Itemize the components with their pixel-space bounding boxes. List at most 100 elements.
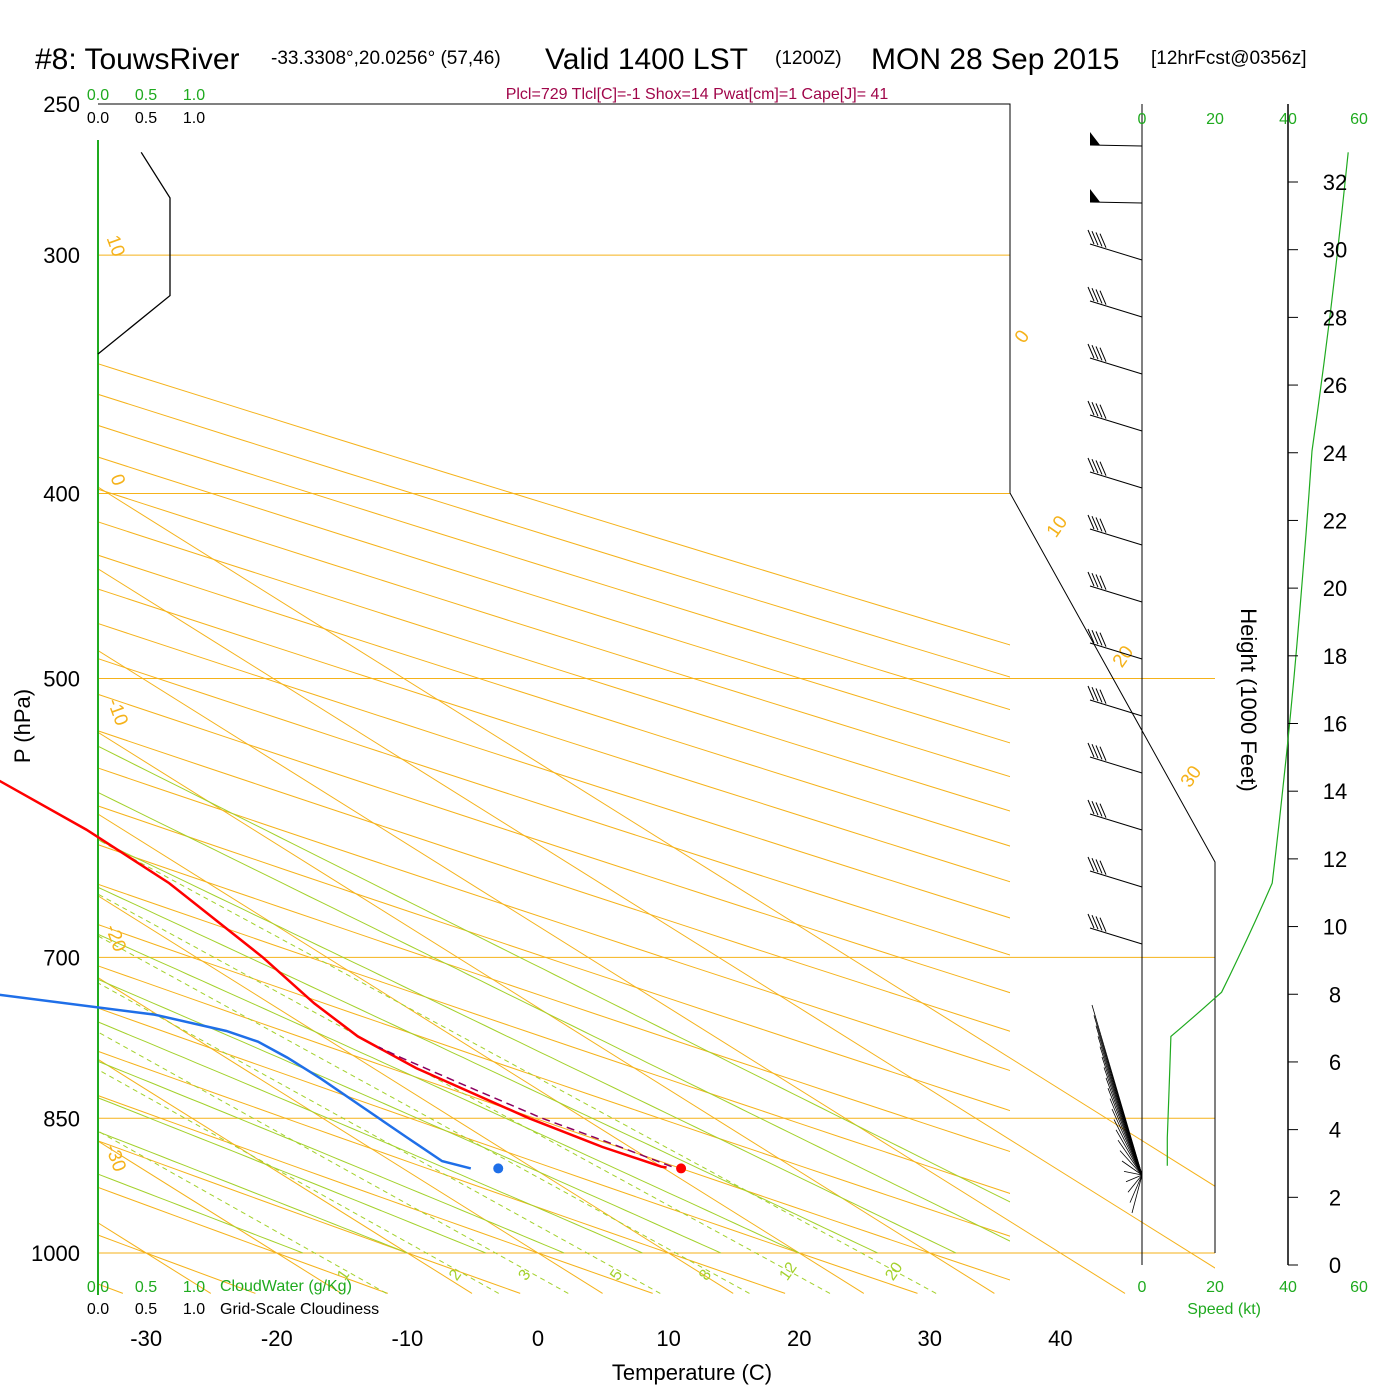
dewpoint-line (0, 993, 472, 1170)
height-tick-label: 14 (1323, 779, 1347, 804)
mixing-ratio-line (98, 1069, 499, 1294)
wind-barb-feather (1095, 631, 1103, 646)
svg-text:20: 20 (1206, 111, 1224, 128)
height-tick-label: 22 (1323, 508, 1347, 533)
surface-temperature-dot (676, 1163, 687, 1174)
height-tick-label: 16 (1323, 712, 1347, 737)
dry-adiabat (98, 393, 1010, 678)
pressure-tick-label: 500 (43, 667, 80, 692)
valid-time: Valid 1400 LST (545, 43, 748, 76)
forecast-info: [12hrFcst@0356z] (1151, 48, 1307, 69)
svg-text:60: 60 (1350, 1279, 1368, 1296)
svg-text:0.0: 0.0 (87, 1301, 109, 1318)
wind-barb-feather (1087, 685, 1095, 701)
pressure-tick-label: 250 (43, 92, 80, 117)
pressure-tick-label: 300 (43, 243, 80, 268)
moist-adiabat (98, 1131, 408, 1254)
wind-barb (1129, 1174, 1143, 1203)
svg-text:0: 0 (1138, 1279, 1147, 1296)
height-tick-label: 24 (1323, 441, 1347, 466)
height-axis-title: Height (1000 Feet) (1236, 608, 1261, 791)
mixing-ratio-label: 20 (882, 1259, 906, 1283)
wind-barb-feather (1087, 913, 1095, 929)
x-tick-label: 40 (1048, 1326, 1072, 1351)
svg-text:0.5: 0.5 (135, 110, 157, 127)
wind-barb (1119, 1150, 1143, 1176)
cloudiness-line (97, 151, 171, 355)
sounding-profiles (0, 779, 687, 1174)
moist-adiabat (98, 791, 1010, 1242)
svg-text:60: 60 (1350, 111, 1368, 128)
height-tick-label: 10 (1323, 915, 1347, 940)
wind-barb (1127, 1174, 1143, 1193)
height-tick-label: 26 (1323, 373, 1347, 398)
svg-text:0: 0 (1138, 111, 1147, 128)
wind-speed-line (1166, 152, 1349, 1166)
height-tick-label: 0 (1329, 1253, 1341, 1278)
isotherm-line (98, 1058, 473, 1294)
pressure-tick-label: 700 (43, 945, 80, 970)
wind-barb-feather (1095, 745, 1103, 760)
wind-barb-feather (1087, 742, 1095, 758)
svg-text:1.0: 1.0 (183, 87, 205, 104)
dry-adiabat (98, 965, 1010, 1281)
isotherm-line (98, 731, 995, 1294)
dry-adiabat (98, 883, 1010, 1194)
wind-barb-feather (1091, 288, 1099, 303)
wind-barb-feather (1091, 858, 1099, 873)
wind-barb (1121, 1160, 1143, 1176)
wind-barb-feather (1087, 343, 1095, 359)
wind-barb (1089, 756, 1143, 774)
wind-barb-feather (1087, 571, 1095, 587)
isobar-isotherm-grid (98, 104, 1215, 1294)
height-tick-label: 18 (1323, 644, 1347, 669)
wind-barb (1111, 1108, 1143, 1176)
dry-adiabat (98, 658, 1010, 956)
height-tick-label: 6 (1329, 1050, 1341, 1075)
moist-adiabat (98, 886, 878, 1254)
wind-barb-feather (1095, 574, 1103, 589)
dry-adiabat (98, 1140, 521, 1294)
wind-barb-feather (1095, 859, 1103, 874)
wind-barb (1089, 144, 1143, 147)
isotherm-line (98, 976, 603, 1294)
svg-text:1.0: 1.0 (183, 1279, 205, 1296)
utc-time: (1200Z) (775, 48, 842, 69)
wind-barb-feather (1099, 404, 1107, 419)
mixing-ratio-line (98, 1130, 387, 1294)
dry-adiabat (98, 488, 1010, 778)
wind-barb (1089, 357, 1143, 375)
isotherm-line (98, 649, 1126, 1294)
dry-adiabat (98, 844, 1010, 1153)
x-tick-label: 20 (787, 1326, 811, 1351)
wind-barb-feather (1095, 517, 1103, 532)
wind-barb-feather (1095, 403, 1103, 418)
wind-barb-feather (1091, 630, 1099, 645)
adiabat-lines (98, 363, 1010, 1294)
dry-adiabat (98, 363, 1010, 646)
wind-barb-feather (1091, 573, 1099, 588)
pressure-tick-label: 850 (43, 1106, 80, 1131)
wind-barb (1131, 1174, 1143, 1214)
mixing-ratio-lines: 1 2 3 5 8 12 20 (98, 839, 937, 1294)
wind-barb (1089, 813, 1143, 831)
dry-adiabat (98, 1095, 653, 1294)
wind-barb-feather (1091, 345, 1099, 360)
wind-barb (1089, 870, 1143, 888)
height-tick-label: 2 (1329, 1185, 1341, 1210)
mixing-ratio-line (98, 982, 661, 1294)
moist-adiabat (98, 1021, 643, 1254)
wind-barb-feather (1091, 402, 1099, 417)
moist-adiabat (98, 1097, 486, 1254)
dry-adiabat (98, 693, 1010, 994)
wind-barb-feather (1095, 289, 1103, 304)
isotherm-line (98, 568, 1215, 1269)
wind-barb-feather (1095, 688, 1103, 703)
station-coords: -33.3308°,20.0256° (57,46) (271, 48, 501, 69)
wind-barbs (1087, 132, 1143, 1214)
isotherm-line (98, 486, 1215, 1187)
moist-adiabat (98, 978, 722, 1254)
wind-barb-feather (1091, 915, 1099, 930)
wind-barb (1089, 300, 1143, 318)
speed-label: Speed (kt) (1187, 1301, 1261, 1318)
